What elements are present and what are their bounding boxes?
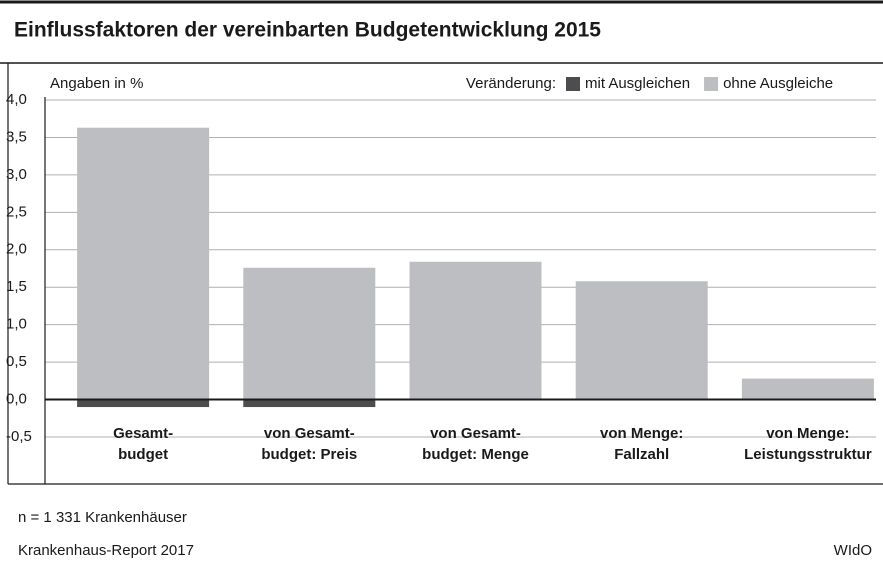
bar [741, 378, 874, 400]
x-tick-label: von Menge: [766, 425, 849, 442]
y-tick-label: 2,0 [6, 241, 27, 258]
note: n = 1 331 Krankenhäuser [18, 509, 187, 526]
legend-title: Veränderung: [466, 75, 556, 92]
x-tick-label: Gesamt- [113, 425, 173, 442]
y-tick-label: -0,5 [6, 428, 32, 445]
x-tick-label: budget: Preis [261, 446, 357, 463]
legend-swatch [704, 77, 719, 91]
x-tick-label: budget: Menge [422, 446, 529, 463]
subtitle: Angaben in % [50, 75, 143, 92]
bar [77, 127, 210, 400]
source: Krankenhaus-Report 2017 [18, 542, 194, 559]
y-tick-label: 0,5 [6, 353, 27, 370]
y-tick-label: 2,5 [6, 203, 27, 220]
bar [575, 281, 708, 400]
bar [409, 261, 542, 400]
x-tick-label: von Gesamt- [430, 425, 521, 442]
publisher: WIdO [834, 542, 872, 559]
bar [77, 399, 210, 408]
y-tick-label: 3,5 [6, 128, 27, 145]
legend-label: mit Ausgleichen [585, 75, 690, 92]
y-tick-label: 4,0 [6, 91, 27, 108]
x-tick-label: Fallzahl [614, 446, 669, 463]
bar [243, 399, 376, 408]
x-tick-label: Leistungsstruktur [744, 446, 872, 463]
bar [243, 267, 376, 400]
y-tick-label: 0,0 [6, 391, 27, 408]
x-tick-label: von Menge: [600, 425, 683, 442]
y-tick-label: 1,5 [6, 278, 27, 295]
legend-label: ohne Ausgleiche [723, 75, 833, 92]
x-tick-label: budget [118, 446, 168, 463]
x-tick-label: von Gesamt- [264, 425, 355, 442]
y-tick-label: 1,0 [6, 316, 27, 333]
chart-title: Einflussfaktoren der vereinbarten Budget… [14, 19, 601, 42]
y-tick-label: 3,0 [6, 166, 27, 183]
legend-swatch [566, 77, 580, 91]
